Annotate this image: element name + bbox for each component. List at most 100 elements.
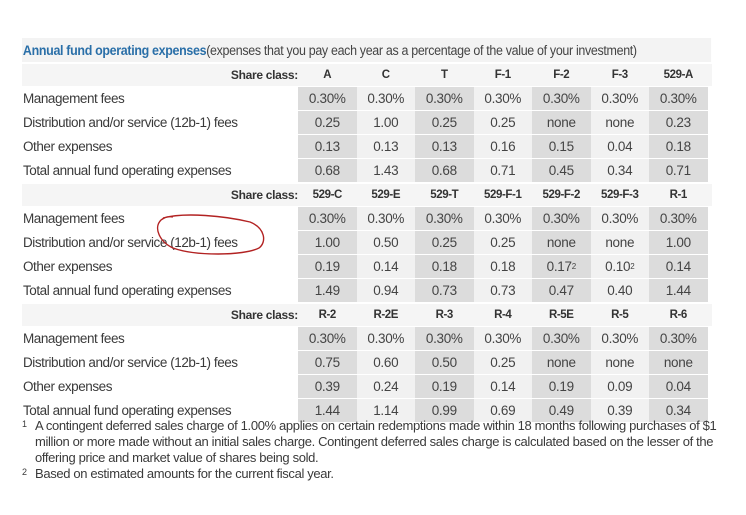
footnote-number: 2 xyxy=(22,467,27,477)
table-cell: 0.25 xyxy=(473,351,532,374)
table-row: Distribution and/or service (12b-1) fees… xyxy=(22,350,712,374)
cell-value: 0.73 xyxy=(431,283,457,298)
table-cell: 0.30% xyxy=(298,327,357,350)
table-cell: 0.04 xyxy=(590,135,649,158)
cell-value: 0.50 xyxy=(431,355,457,370)
cell-value: 1.49 xyxy=(314,283,340,298)
share-class-header-row: Share class: A C T F-1 F-2 F-3 529-A xyxy=(22,62,712,86)
table-cell: 0.50 xyxy=(415,351,474,374)
cell-value: 0.04 xyxy=(665,379,691,394)
table-cell: 0.34 xyxy=(649,399,708,422)
cell-value: 0.75 xyxy=(314,355,340,370)
table-cell: none xyxy=(649,351,708,374)
table-cell: 0.24 xyxy=(356,375,415,398)
cell-value: 0.18 xyxy=(665,139,691,154)
table-cell: 0.25 xyxy=(473,231,532,254)
table-cell: 0.30% xyxy=(532,207,591,230)
cell-value: 0.04 xyxy=(607,139,633,154)
cell-value: 0.68 xyxy=(431,163,457,178)
table-cell: 0.30% xyxy=(532,327,591,350)
table-row: Other expenses 0.19 0.14 0.18 0.18 0.17 2 0.10 2… xyxy=(22,254,712,278)
share-class-name: R-5E xyxy=(548,309,574,321)
table-cell: 0.30% xyxy=(649,327,708,350)
table-row: Management fees 0.30% 0.30% 0.30% 0.30% 0.30%… xyxy=(22,206,712,230)
table-cell: 0.30% xyxy=(356,207,415,230)
table-cell: none xyxy=(532,351,591,374)
table-cell: 1.14 xyxy=(356,399,415,422)
cell-value: 0.30% xyxy=(308,211,346,226)
row-label: Other expenses xyxy=(22,379,298,394)
table-cell: none xyxy=(532,111,591,134)
cell-value: 0.68 xyxy=(314,163,340,178)
table-cell: 0.19 xyxy=(298,255,357,278)
share-class-name: R-2E xyxy=(373,309,399,321)
cell-value: 0.10 xyxy=(605,259,631,274)
cell-value: 0.30% xyxy=(542,91,580,106)
cell-value: 0.30% xyxy=(425,211,463,226)
table-cell: 0.23 xyxy=(649,111,708,134)
share-class-name: 529-T xyxy=(430,189,459,201)
share-class-name: A xyxy=(323,69,332,81)
cell-value: 1.00 xyxy=(665,235,691,250)
table-cell: 0.04 xyxy=(649,375,708,398)
cell-value: 0.18 xyxy=(431,259,457,274)
table-cell: 1.49 xyxy=(298,279,357,302)
table-cell: 0.39 xyxy=(298,375,357,398)
share-class-name: T xyxy=(440,69,448,81)
table-cell: 1.00 xyxy=(356,111,415,134)
table-cell: 1.00 xyxy=(298,231,357,254)
row-label: Distribution and/or service (12b-1) fees xyxy=(22,115,298,130)
table-cell: 1.00 xyxy=(649,231,708,254)
share-class-name: 529-C xyxy=(312,189,343,201)
cell-value: 1.43 xyxy=(373,163,399,178)
cell-value: 0.14 xyxy=(490,379,516,394)
table-cell: 0.73 xyxy=(415,279,474,302)
table-cell: 0.13 xyxy=(298,135,357,158)
cell-value: 0.30% xyxy=(659,211,697,226)
cell-value: 0.17 xyxy=(546,259,572,274)
table-row: Other expenses 0.39 0.24 0.19 0.14 0.19 0.09 0.… xyxy=(22,374,712,398)
footnote: 1 A contingent deferred sales charge of 1… xyxy=(22,418,722,466)
table-row: Distribution and/or service (12b-1) fees… xyxy=(22,110,712,134)
table-cell: 0.45 xyxy=(532,159,591,182)
cell-value: 0.30% xyxy=(601,331,639,346)
share-class-name: R-1 xyxy=(669,189,688,201)
share-class-name: 529-E xyxy=(371,189,401,201)
footnote-text: A contingent deferred sales charge of 1.… xyxy=(35,418,717,465)
share-class-name: R-6 xyxy=(669,309,688,321)
cell-value: none xyxy=(605,235,635,250)
table-cell: 0.49 xyxy=(532,399,591,422)
cell-value: 0.50 xyxy=(373,235,399,250)
table-cell: 0.73 xyxy=(473,279,532,302)
table-cell: 0.14 xyxy=(473,375,532,398)
cell-value: 0.13 xyxy=(373,139,399,154)
table-cell: 0.30% xyxy=(415,87,474,110)
share-class-name: 529-A xyxy=(663,69,694,81)
cell-value: 0.25 xyxy=(490,115,516,130)
cell-value: 0.40 xyxy=(607,283,633,298)
row-label: Management fees xyxy=(22,211,298,226)
table-cell: 0.50 xyxy=(356,231,415,254)
cell-value: 0.30% xyxy=(308,331,346,346)
table-cell: 0.68 xyxy=(415,159,474,182)
cell-value: 0.09 xyxy=(607,379,633,394)
table-row: Management fees 0.30% 0.30% 0.30% 0.30% 0.30%… xyxy=(22,326,712,350)
table-cell: 0.25 xyxy=(415,231,474,254)
cell-value: 0.30% xyxy=(542,331,580,346)
table-cell: 0.30% xyxy=(590,327,649,350)
row-label: Total annual fund operating expenses xyxy=(22,283,298,298)
title-bold: Annual fund operating expenses xyxy=(22,42,207,58)
cell-value: 0.15 xyxy=(548,139,574,154)
table-cell: 0.14 xyxy=(356,255,415,278)
table-cell: 0.09 xyxy=(590,375,649,398)
cell-value: 0.18 xyxy=(490,259,516,274)
table-cell: 0.25 xyxy=(415,111,474,134)
share-class-name: R-2 xyxy=(318,309,337,321)
cell-value: 0.19 xyxy=(431,379,457,394)
cell-value: none xyxy=(605,115,635,130)
table-cell: 0.16 xyxy=(473,135,532,158)
table-cell: 0.10 2 xyxy=(590,255,649,278)
table-cell: 0.25 xyxy=(473,111,532,134)
table-cell: 0.68 xyxy=(298,159,357,182)
table-cell: 0.40 xyxy=(590,279,649,302)
